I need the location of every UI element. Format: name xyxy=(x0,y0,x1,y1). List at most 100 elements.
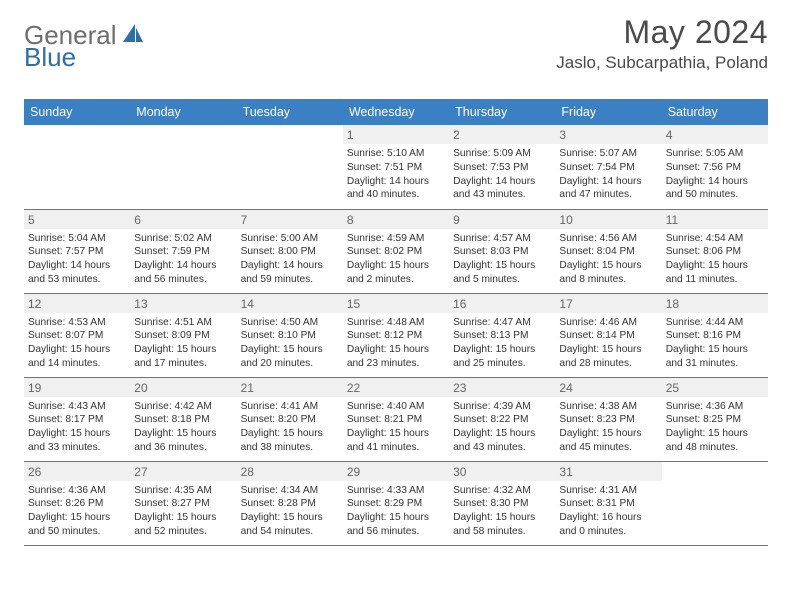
weekday-header: Sunday xyxy=(24,99,130,125)
day-details: Sunrise: 5:04 AMSunset: 7:57 PMDaylight:… xyxy=(28,232,126,287)
day-number: 8 xyxy=(343,210,449,229)
calendar-day-cell: 17Sunrise: 4:46 AMSunset: 8:14 PMDayligh… xyxy=(555,293,661,377)
day-number: 13 xyxy=(130,294,236,313)
day-details: Sunrise: 4:35 AMSunset: 8:27 PMDaylight:… xyxy=(134,484,232,539)
day-number: 14 xyxy=(237,294,343,313)
calendar-day-cell: 19 Sunrise: 4:43 AMSunset: 8:17 PMDayligh… xyxy=(24,377,130,461)
weekday-header: Saturday xyxy=(662,99,768,125)
day-details: Sunrise: 4:46 AMSunset: 8:14 PMDaylight:… xyxy=(559,316,657,371)
calendar-day-cell: 20 Sunrise: 4:42 AMSunset: 8:18 PMDayligh… xyxy=(130,377,236,461)
day-number: 21 xyxy=(237,378,343,397)
day-number: 20 xyxy=(130,378,236,397)
day-number: 29 xyxy=(343,462,449,481)
calendar-day-cell: 27 Sunrise: 4:35 AMSunset: 8:27 PMDayligh… xyxy=(130,461,236,545)
calendar-day-cell: 15Sunrise: 4:48 AMSunset: 8:12 PMDayligh… xyxy=(343,293,449,377)
day-details: Sunrise: 5:07 AMSunset: 7:54 PMDaylight:… xyxy=(559,147,657,202)
calendar-header-row: SundayMondayTuesdayWednesdayThursdayFrid… xyxy=(24,99,768,125)
calendar-day-cell: 18 Sunrise: 4:44 AMSunset: 8:16 PMDayligh… xyxy=(662,293,768,377)
calendar-day-cell: .. xyxy=(662,461,768,545)
day-details: Sunrise: 4:56 AMSunset: 8:04 PMDaylight:… xyxy=(559,232,657,287)
day-details: Sunrise: 5:02 AMSunset: 7:59 PMDaylight:… xyxy=(134,232,232,287)
calendar-day-cell: 6 Sunrise: 5:02 AMSunset: 7:59 PMDaylight… xyxy=(130,209,236,293)
calendar-day-cell: 26 Sunrise: 4:36 AMSunset: 8:26 PMDayligh… xyxy=(24,461,130,545)
calendar-day-cell: 1 Sunrise: 5:10 AMSunset: 7:51 PMDaylight… xyxy=(343,125,449,209)
day-number: 10 xyxy=(555,210,661,229)
calendar-day-cell: 29 Sunrise: 4:33 AMSunset: 8:29 PMDayligh… xyxy=(343,461,449,545)
day-details: Sunrise: 4:43 AMSunset: 8:17 PMDaylight:… xyxy=(28,400,126,455)
calendar-day-cell: 10 Sunrise: 4:56 AMSunset: 8:04 PMDayligh… xyxy=(555,209,661,293)
day-number: 12 xyxy=(24,294,130,313)
day-number: 28 xyxy=(237,462,343,481)
calendar-day-cell: 12 Sunrise: 4:53 AMSunset: 8:07 PMDayligh… xyxy=(24,293,130,377)
calendar-day-cell: 13 Sunrise: 4:51 AMSunset: 8:09 PMDayligh… xyxy=(130,293,236,377)
calendar-day-cell: 22Sunrise: 4:40 AMSunset: 8:21 PMDayligh… xyxy=(343,377,449,461)
calendar-day-cell: 2Sunrise: 5:09 AMSunset: 7:53 PMDaylight… xyxy=(449,125,555,209)
day-number: 27 xyxy=(130,462,236,481)
logo-word-blue-wrap: Blue xyxy=(24,42,76,73)
calendar-day-cell: 9Sunrise: 4:57 AMSunset: 8:03 PMDaylight… xyxy=(449,209,555,293)
day-details: Sunrise: 4:38 AMSunset: 8:23 PMDaylight:… xyxy=(559,400,657,455)
day-details: Sunrise: 5:05 AMSunset: 7:56 PMDaylight:… xyxy=(666,147,764,202)
day-details: Sunrise: 4:31 AMSunset: 8:31 PMDaylight:… xyxy=(559,484,657,539)
calendar-day-cell: .. xyxy=(24,125,130,209)
day-number: 24 xyxy=(555,378,661,397)
calendar-week-row: 12 Sunrise: 4:53 AMSunset: 8:07 PMDayligh… xyxy=(24,293,768,377)
logo-sail-icon xyxy=(121,22,145,49)
day-number: 11 xyxy=(662,210,768,229)
logo-word-blue: Blue xyxy=(24,42,76,72)
day-details: Sunrise: 4:59 AMSunset: 8:02 PMDaylight:… xyxy=(347,232,445,287)
day-details: Sunrise: 4:36 AMSunset: 8:26 PMDaylight:… xyxy=(28,484,126,539)
day-details: Sunrise: 4:54 AMSunset: 8:06 PMDaylight:… xyxy=(666,232,764,287)
day-number: 26 xyxy=(24,462,130,481)
day-number: 18 xyxy=(662,294,768,313)
day-number: 5 xyxy=(24,210,130,229)
day-details: Sunrise: 4:53 AMSunset: 8:07 PMDaylight:… xyxy=(28,316,126,371)
day-number: 16 xyxy=(449,294,555,313)
calendar-day-cell: 11 Sunrise: 4:54 AMSunset: 8:06 PMDayligh… xyxy=(662,209,768,293)
calendar-week-row: 5 Sunrise: 5:04 AMSunset: 7:57 PMDaylight… xyxy=(24,209,768,293)
calendar-day-cell: 16Sunrise: 4:47 AMSunset: 8:13 PMDayligh… xyxy=(449,293,555,377)
day-number: 31 xyxy=(555,462,661,481)
day-number: 22 xyxy=(343,378,449,397)
calendar-day-cell: 7 Sunrise: 5:00 AMSunset: 8:00 PMDaylight… xyxy=(237,209,343,293)
calendar-day-cell: .. xyxy=(237,125,343,209)
day-details: Sunrise: 4:32 AMSunset: 8:30 PMDaylight:… xyxy=(453,484,551,539)
day-number: 30 xyxy=(449,462,555,481)
header: General May 2024 Jaslo, Subcarpathia, Po… xyxy=(24,14,768,73)
day-details: Sunrise: 5:00 AMSunset: 8:00 PMDaylight:… xyxy=(241,232,339,287)
day-number: 9 xyxy=(449,210,555,229)
title-block: May 2024 Jaslo, Subcarpathia, Poland xyxy=(556,14,768,73)
calendar-day-cell: 3Sunrise: 5:07 AMSunset: 7:54 PMDaylight… xyxy=(555,125,661,209)
day-details: Sunrise: 4:34 AMSunset: 8:28 PMDaylight:… xyxy=(241,484,339,539)
calendar-day-cell: 4 Sunrise: 5:05 AMSunset: 7:56 PMDaylight… xyxy=(662,125,768,209)
day-number: 23 xyxy=(449,378,555,397)
weekday-header: Tuesday xyxy=(237,99,343,125)
day-details: Sunrise: 4:41 AMSunset: 8:20 PMDaylight:… xyxy=(241,400,339,455)
day-number: 19 xyxy=(24,378,130,397)
calendar-day-cell: .. xyxy=(130,125,236,209)
day-number: 15 xyxy=(343,294,449,313)
day-details: Sunrise: 4:42 AMSunset: 8:18 PMDaylight:… xyxy=(134,400,232,455)
calendar-day-cell: 30 Sunrise: 4:32 AMSunset: 8:30 PMDayligh… xyxy=(449,461,555,545)
day-number: 7 xyxy=(237,210,343,229)
day-number: 4 xyxy=(662,125,768,144)
month-title: May 2024 xyxy=(556,14,768,51)
calendar-week-row: 26 Sunrise: 4:36 AMSunset: 8:26 PMDayligh… xyxy=(24,461,768,545)
calendar-week-row: 19 Sunrise: 4:43 AMSunset: 8:17 PMDayligh… xyxy=(24,377,768,461)
day-details: Sunrise: 4:36 AMSunset: 8:25 PMDaylight:… xyxy=(666,400,764,455)
day-details: Sunrise: 4:33 AMSunset: 8:29 PMDaylight:… xyxy=(347,484,445,539)
day-details: Sunrise: 4:44 AMSunset: 8:16 PMDaylight:… xyxy=(666,316,764,371)
calendar-day-cell: 5 Sunrise: 5:04 AMSunset: 7:57 PMDaylight… xyxy=(24,209,130,293)
day-details: Sunrise: 5:10 AMSunset: 7:51 PMDaylight:… xyxy=(347,147,445,202)
day-details: Sunrise: 5:09 AMSunset: 7:53 PMDaylight:… xyxy=(453,147,551,202)
calendar-day-cell: 14Sunrise: 4:50 AMSunset: 8:10 PMDayligh… xyxy=(237,293,343,377)
calendar-day-cell: 31 Sunrise: 4:31 AMSunset: 8:31 PMDayligh… xyxy=(555,461,661,545)
calendar-day-cell: 8 Sunrise: 4:59 AMSunset: 8:02 PMDaylight… xyxy=(343,209,449,293)
day-number: 1 xyxy=(343,125,449,144)
location: Jaslo, Subcarpathia, Poland xyxy=(556,53,768,73)
weekday-header: Friday xyxy=(555,99,661,125)
day-details: Sunrise: 4:51 AMSunset: 8:09 PMDaylight:… xyxy=(134,316,232,371)
calendar-day-cell: 21 Sunrise: 4:41 AMSunset: 8:20 PMDayligh… xyxy=(237,377,343,461)
weekday-header: Thursday xyxy=(449,99,555,125)
day-number: 6 xyxy=(130,210,236,229)
